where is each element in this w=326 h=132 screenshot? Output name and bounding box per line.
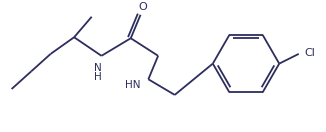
Text: HN: HN — [125, 80, 141, 90]
Text: Cl: Cl — [304, 48, 316, 58]
Text: N: N — [94, 63, 101, 73]
Text: O: O — [138, 2, 147, 12]
Text: H: H — [94, 72, 101, 82]
